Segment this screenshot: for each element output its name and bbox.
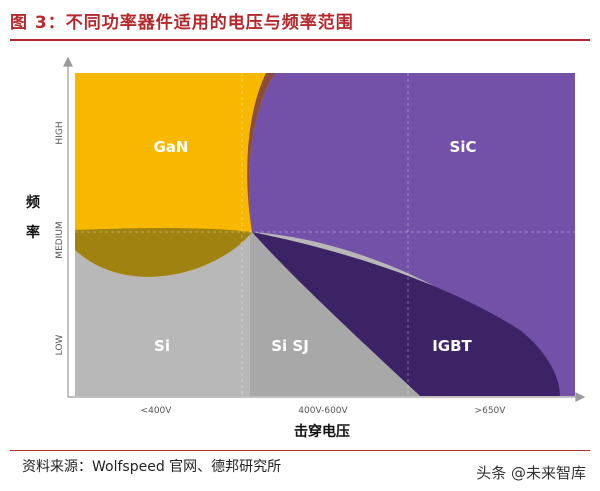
x-tick-label: >650V <box>475 406 507 416</box>
region-label-igbt: IGBT <box>432 337 472 355</box>
y-tick-label: MEDIUM <box>55 221 65 258</box>
y-axis-label-part-1: 频 <box>26 194 40 211</box>
source-note: 资料来源：Wolfspeed 官网、德邦研究所 <box>22 459 282 475</box>
x-axis-label: 击穿电压 <box>294 423 350 440</box>
region-label-sic: SiC <box>450 138 477 156</box>
title-divider <box>10 39 590 41</box>
y-axis-label-part-2: 率 <box>26 224 40 241</box>
region-gan <box>75 73 275 277</box>
region-label-si: Si <box>154 337 170 355</box>
region-igbt <box>252 232 560 396</box>
region-sisj <box>250 232 420 396</box>
axes <box>63 56 586 402</box>
region-label-si-sj: Si SJ <box>271 337 309 355</box>
watermark: 头条 @未来智库 <box>476 464 586 482</box>
region-label-gan: GaN <box>154 138 189 156</box>
x-tick-label: 400V-600V <box>298 406 348 416</box>
y-tick-label: LOW <box>55 335 65 356</box>
source-divider <box>10 450 590 451</box>
x-tick-label: <400V <box>141 406 173 416</box>
grid-lines <box>75 73 575 396</box>
overlap-gan-si <box>75 228 252 277</box>
y-tick-label: HIGH <box>55 121 65 144</box>
figure-title: 图 3：不同功率器件适用的电压与频率范围 <box>10 13 354 33</box>
